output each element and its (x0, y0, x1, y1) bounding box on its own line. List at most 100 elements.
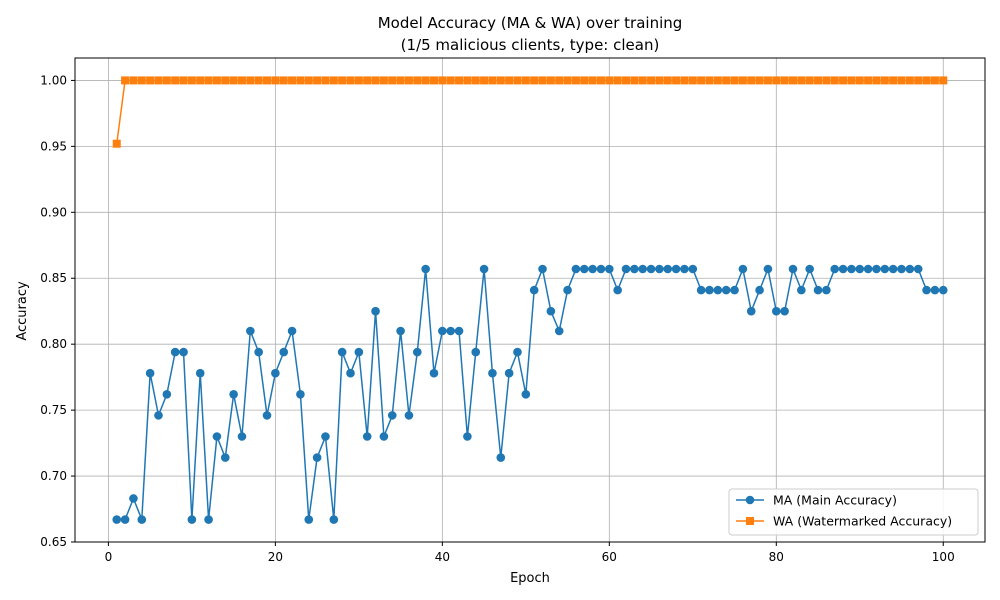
ma-data-point (571, 264, 581, 274)
ma-data-point (237, 432, 247, 441)
wa-data-point (738, 76, 747, 85)
ma-data-point (830, 264, 840, 274)
ma-data-point (296, 389, 305, 399)
ma-data-point (646, 264, 656, 274)
ma-data-point (246, 326, 255, 336)
wa-data-point (647, 76, 656, 85)
wa-data-point (680, 76, 689, 85)
y-tick-label: 0.75 (40, 403, 67, 417)
x-tick-label: 0 (105, 550, 113, 564)
ma-legend-label: MA (Main Accuracy) (773, 493, 897, 508)
wa-data-point (555, 76, 564, 85)
wa-data-point (663, 76, 672, 85)
ma-data-point (847, 264, 856, 274)
wa-data-point (864, 76, 873, 85)
ma-data-point (605, 264, 614, 274)
ma-data-point (354, 347, 364, 357)
wa-data-point (697, 76, 706, 85)
wa-data-point (788, 76, 797, 85)
wa-data-point (246, 76, 255, 85)
y-tick-label: 0.80 (40, 337, 67, 351)
wa-data-point (772, 76, 781, 85)
x-tick-label: 60 (602, 550, 617, 564)
wa-data-point (271, 76, 280, 85)
ma-data-point (613, 285, 622, 295)
ma-data-point (655, 264, 664, 274)
wa-data-point (237, 76, 246, 85)
wa-data-point (688, 76, 697, 85)
ma-data-point (621, 264, 631, 274)
wa-data-point (730, 76, 739, 85)
wa-data-point (713, 76, 722, 85)
ma-data-point (663, 264, 673, 274)
wa-series-line (115, 79, 944, 144)
wa-data-point (313, 76, 322, 85)
ma-data-point (212, 432, 222, 441)
ma-data-point (304, 515, 314, 524)
ma-data-point (204, 515, 213, 524)
wa-data-point (321, 76, 330, 85)
wa-data-point (638, 76, 647, 85)
wa-data-point (429, 76, 438, 85)
wa-data-point (187, 76, 196, 85)
ma-data-point (888, 264, 898, 274)
wa-data-point (513, 76, 522, 85)
ma-data-point (630, 264, 639, 274)
wa-data-point (655, 76, 664, 85)
ma-data-point (513, 347, 522, 357)
wa-legend-label: WA (Watermarked Accuracy) (773, 514, 952, 529)
ma-data-point (429, 368, 439, 378)
ma-data-point (412, 347, 422, 357)
wa-data-point (263, 76, 272, 85)
wa-data-point (171, 76, 180, 85)
ma-data-point (379, 432, 389, 441)
ma-data-point (187, 515, 197, 524)
ma-data-point (170, 347, 180, 357)
ma-data-point (797, 285, 806, 295)
ma-series-line (116, 266, 944, 521)
wa-data-point (822, 76, 831, 85)
ma-data-point (721, 285, 731, 295)
ma-data-point (822, 285, 831, 295)
x-tick-label: 20 (268, 550, 283, 564)
legend: MA (Main Accuracy) WA (Watermarked Accura… (728, 488, 979, 536)
ma-data-point (696, 285, 706, 295)
wa-data-point (296, 76, 305, 85)
ma-data-point (371, 306, 380, 316)
ma-data-point (538, 264, 547, 274)
series-layer (112, 76, 948, 524)
y-tick-label: 1.00 (40, 73, 67, 87)
wa-data-point (137, 76, 146, 85)
ma-data-point (463, 432, 472, 441)
wa-data-point (763, 76, 772, 85)
wa-data-point (521, 76, 530, 85)
wa-data-point (388, 76, 397, 85)
wa-data-point (488, 76, 497, 85)
wa-data-point (146, 76, 155, 85)
legend-box (728, 488, 979, 536)
ma-data-point (930, 285, 940, 295)
y-axis-label: Accuracy (15, 281, 30, 341)
wa-data-point (563, 76, 572, 85)
ma-data-point (838, 264, 848, 274)
wa-data-point (580, 76, 589, 85)
wa-data-point (930, 76, 939, 85)
ma-data-point (755, 285, 764, 295)
ma-data-point (362, 432, 372, 441)
ma-data-point (195, 368, 205, 378)
y-tick-label: 0.65 (40, 535, 67, 549)
ma-data-point (421, 264, 430, 274)
wa-legend-marker (746, 517, 754, 525)
ma-data-point (680, 264, 689, 274)
ma-data-point (897, 264, 906, 274)
wa-data-point (797, 76, 806, 85)
wa-data-point (596, 76, 605, 85)
wa-data-point (905, 76, 914, 85)
wa-data-point (288, 76, 297, 85)
ma-data-point (321, 432, 330, 441)
ma-data-point (554, 326, 564, 336)
ma-data-point (855, 264, 865, 274)
wa-data-point (830, 76, 839, 85)
ma-data-point (588, 264, 597, 274)
